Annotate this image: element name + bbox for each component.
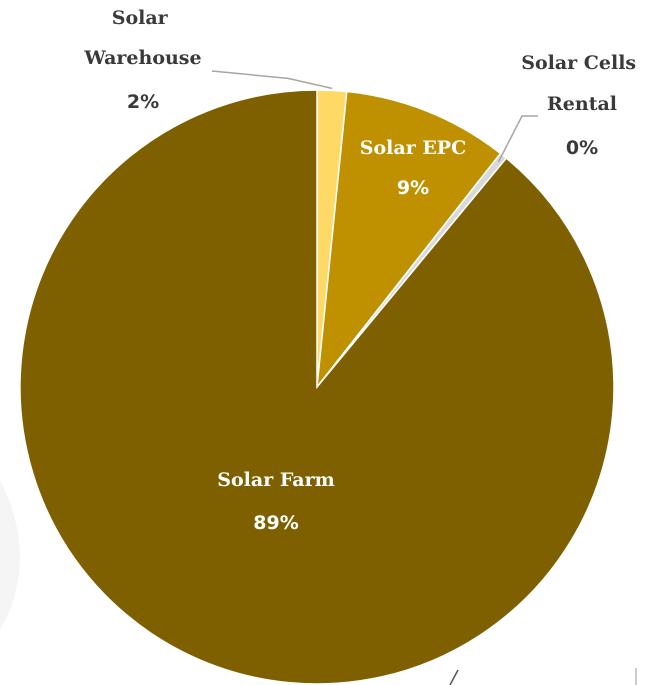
leader-line-solar-warehouse [211, 70, 333, 90]
slice-label-solar-cells-rental: Solar Cells Rental [521, 52, 643, 115]
slice-label-line: Rental [547, 93, 617, 115]
pie-slice-solar-farm [19, 89, 615, 685]
slice-label-line: Solar Cells [521, 52, 636, 74]
pie-slice-solar-epc [315, 90, 502, 390]
slice-label-solar-epc: Solar EPC [360, 137, 466, 159]
slice-percent-solar-farm: 89% [253, 512, 298, 534]
slice-percent-solar-cells-rental: 0% [566, 137, 598, 159]
background-artifact [0, 480, 20, 630]
slice-label-solar-warehouse: Solar Warehouse [83, 7, 201, 69]
leader-lines [211, 70, 538, 163]
slice-label-line: Solar [112, 7, 169, 29]
slice-label-solar-farm: Solar Farm [217, 469, 334, 491]
pie-slices [19, 89, 615, 685]
leader-line-solar-cells-rental [497, 115, 538, 163]
slice-percent-solar-warehouse: 2% [127, 91, 159, 113]
slice-label-line: Warehouse [83, 47, 201, 69]
background-artifact-stroke [449, 669, 459, 685]
slice-percent-solar-epc: 9% [397, 177, 429, 199]
